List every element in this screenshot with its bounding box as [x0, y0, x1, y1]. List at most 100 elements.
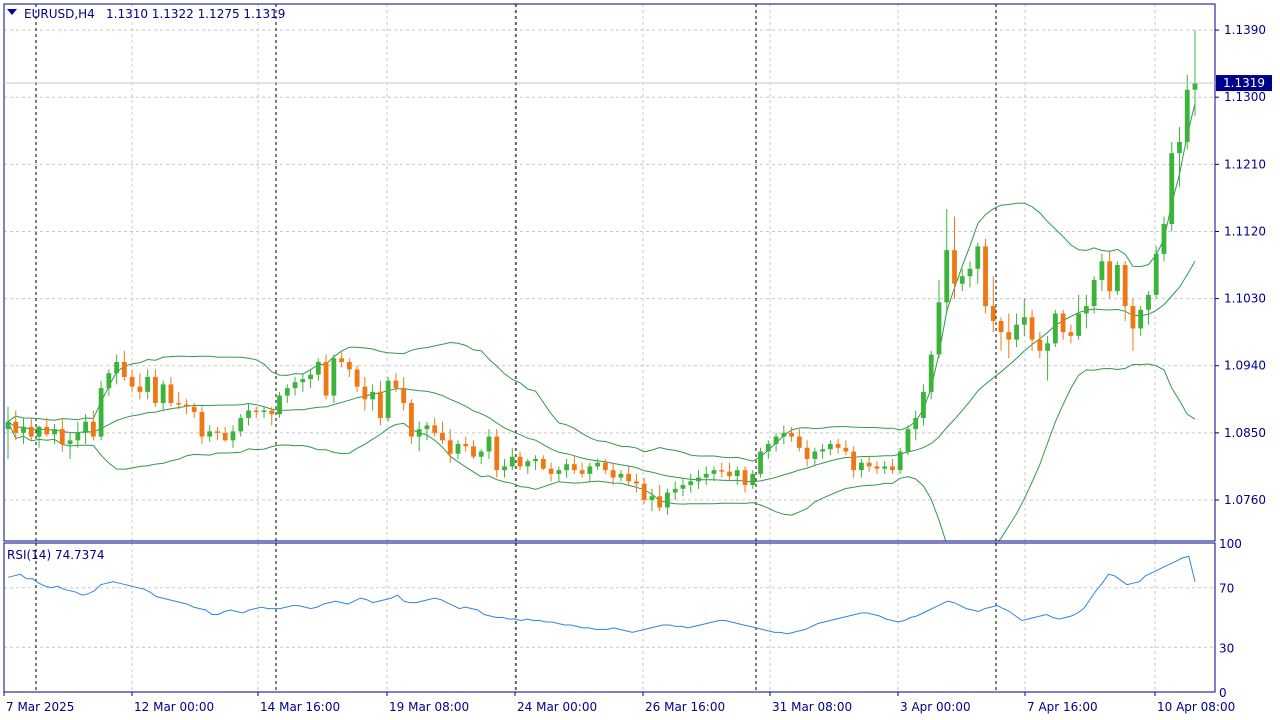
candle-bull: [936, 302, 942, 355]
candle-bull: [928, 354, 934, 392]
candle-bull: [680, 485, 686, 489]
rsi-tick-label: 30: [1219, 641, 1234, 655]
candle-bull: [106, 373, 112, 389]
candle-bull: [1052, 313, 1058, 344]
price-tick-label: 1.1120: [1224, 224, 1266, 238]
candle-bull: [820, 449, 826, 452]
candle-bear: [168, 384, 174, 404]
candle-bull: [284, 388, 290, 396]
candle-bull: [486, 436, 492, 452]
candle-bear: [253, 410, 259, 412]
candle-bear: [463, 444, 469, 447]
candle-bear: [1029, 317, 1035, 340]
rsi-tick-label: 70: [1219, 582, 1234, 596]
candle-bear: [44, 426, 50, 435]
rsi-axis[interactable]: 100 70 30 0: [1219, 537, 1242, 700]
candle-bear: [269, 410, 275, 415]
candle-bull: [533, 458, 538, 462]
candle-bear: [727, 471, 732, 477]
triangle-down-icon[interactable]: [7, 9, 17, 15]
candle-bear: [354, 369, 360, 387]
candle-bear: [1060, 313, 1066, 333]
candle-bear: [851, 451, 857, 471]
candle-bull: [967, 268, 973, 277]
candle-bear: [137, 386, 143, 392]
candle-bear: [641, 483, 647, 500]
price-tick-label: 1.0940: [1224, 359, 1266, 373]
candle-bull: [595, 462, 601, 467]
candle-bull: [696, 477, 701, 482]
candle-bear: [952, 250, 957, 284]
time-axis[interactable]: 7 Mar 2025 12 Mar 00:00 14 Mar 16:00 19 Mar…: [3, 692, 1235, 714]
candle-bear: [409, 403, 414, 437]
candle-bull: [812, 451, 818, 459]
time-tick-label: 7 Mar 2025: [6, 700, 74, 714]
candle-bull: [1099, 261, 1105, 280]
candle-bear: [983, 246, 988, 307]
candle-bull: [502, 466, 507, 471]
candle-bear: [579, 470, 585, 474]
candle-bear: [835, 444, 841, 448]
current-price-value: 1.1319: [1223, 76, 1265, 90]
candle-bear: [626, 473, 632, 482]
candle-bull: [765, 444, 771, 452]
candle-bear: [401, 388, 407, 404]
candle-bear: [447, 440, 453, 454]
candle-bull: [424, 425, 430, 430]
candle-bull: [913, 417, 919, 430]
candle-bull: [98, 388, 104, 437]
candle-bull: [1115, 265, 1120, 292]
candle-bull: [1184, 89, 1190, 142]
candle-bull: [897, 451, 903, 471]
candle-bear: [28, 426, 34, 437]
candle-bear: [517, 456, 523, 467]
price-tick-label: 1.0760: [1224, 493, 1266, 507]
candle-bull: [230, 431, 236, 441]
period-separators: [35, 4, 997, 692]
candle-bear: [153, 376, 158, 404]
candle-bear: [990, 306, 996, 321]
rsi-line: [7, 555, 1196, 635]
candle-bear: [804, 447, 810, 459]
candle-bull: [618, 473, 624, 478]
rsi-pane-frame: [3, 542, 1216, 693]
candle-bull: [1177, 141, 1182, 154]
candle-bear: [1122, 265, 1128, 307]
candle-bear: [346, 362, 352, 370]
symbol-label: EURUSD,H4: [24, 7, 95, 21]
candle-bull: [478, 451, 484, 457]
candle-bear: [323, 362, 329, 396]
price-axis[interactable]: 1.1390 1.1300 1.1210 1.1120 1.1030 1.0940 1.08…: [1215, 23, 1266, 507]
candle-bear: [176, 403, 182, 405]
candle-bear: [90, 421, 96, 437]
rsi-grid: [4, 587, 1215, 648]
candle-bull: [5, 421, 11, 430]
main-pane-frame: [3, 3, 1216, 542]
time-tick-label: 31 Mar 08:00: [772, 700, 852, 714]
candle-bear: [121, 362, 127, 377]
candle-bear: [789, 432, 794, 437]
candle-bear: [742, 470, 748, 486]
candle-bear: [199, 411, 205, 437]
time-tick-label: 7 Apr 16:00: [1027, 700, 1098, 714]
ohlc-label: 1.1310 1.1322 1.1275 1.1319: [106, 7, 285, 21]
candle-bull: [711, 470, 717, 474]
candle-bull: [781, 432, 787, 437]
candle-bear: [890, 466, 895, 471]
time-tick-label: 12 Mar 00:00: [134, 700, 214, 714]
candle-bull: [21, 426, 26, 433]
candle-bull: [36, 426, 42, 437]
candle-bull: [331, 358, 337, 396]
candle-bull: [385, 380, 391, 418]
candle-bull: [750, 473, 756, 486]
candle-bear: [184, 404, 189, 407]
candle-bear: [602, 462, 608, 471]
candle-bear: [874, 466, 880, 469]
candle-bull: [525, 461, 531, 467]
candle-bear: [571, 464, 577, 471]
candle-bull: [1083, 306, 1089, 314]
candle-bear: [393, 380, 399, 389]
candle-bull: [67, 440, 73, 445]
candle-bear: [362, 386, 368, 400]
